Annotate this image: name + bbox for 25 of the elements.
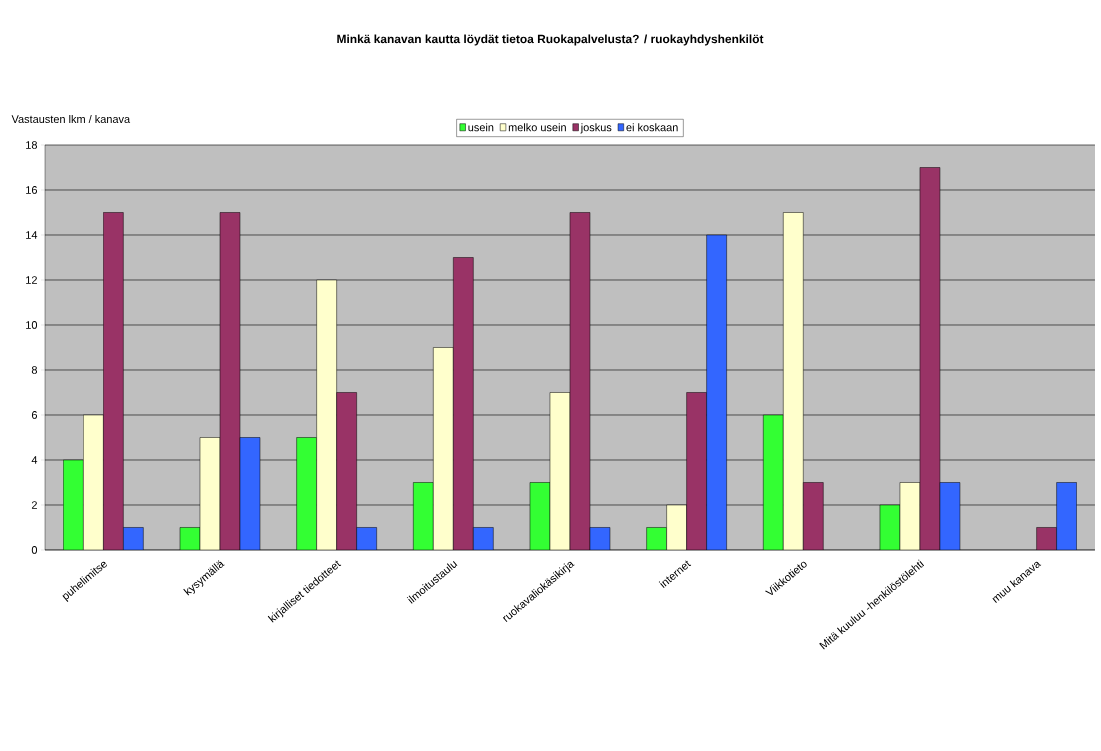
bar bbox=[296, 437, 317, 550]
bar bbox=[666, 504, 687, 550]
y-axis-title: Vastausten lkm / kanava bbox=[11, 114, 131, 124]
y-tick-label: 10 bbox=[26, 321, 38, 329]
bar bbox=[83, 414, 104, 550]
y-tick-label: 8 bbox=[31, 366, 37, 374]
y-tick-label: 4 bbox=[31, 456, 38, 464]
y-tick-label: 2 bbox=[31, 501, 37, 509]
chart-title: Minkä kanavan kautta löydät tietoa Ruokapalvelusta? / ruokayhdyshenkilöt bbox=[337, 34, 764, 46]
y-tick-label: 14 bbox=[26, 231, 38, 239]
legend-label: joskus bbox=[580, 123, 612, 134]
bar bbox=[763, 414, 784, 550]
bar bbox=[433, 347, 454, 550]
y-tick-label: 6 bbox=[31, 411, 37, 419]
bar bbox=[783, 212, 804, 550]
legend-label: ei koskaan bbox=[626, 123, 678, 132]
y-tick-label: 18 bbox=[26, 141, 37, 149]
bar bbox=[316, 279, 337, 550]
legend-label: usein bbox=[468, 123, 494, 132]
legend-label: melko usein bbox=[508, 123, 566, 132]
bar bbox=[413, 482, 434, 550]
bar bbox=[63, 459, 84, 550]
y-tick-label: 16 bbox=[26, 186, 37, 194]
y-tick-label: 12 bbox=[26, 276, 37, 284]
y-tick-label: 0 bbox=[31, 546, 38, 554]
